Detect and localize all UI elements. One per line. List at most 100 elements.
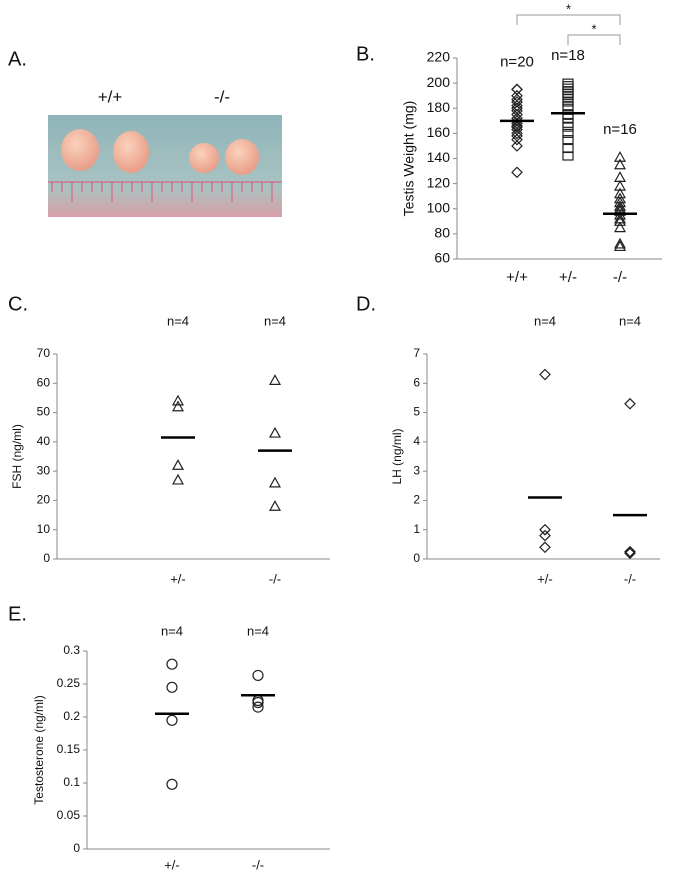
data-point: [252, 669, 264, 682]
data-point: [624, 397, 636, 410]
y-tick-label: 0: [413, 551, 420, 565]
data-point: [511, 108, 523, 121]
panel-label: D.: [356, 293, 376, 315]
data-point: [511, 121, 523, 133]
data-point: [613, 151, 627, 162]
y-tick-label: 0: [43, 551, 50, 565]
n-label: n=4: [247, 623, 269, 638]
x-tick-label: +/+: [506, 269, 528, 286]
x-tick-label: -/-: [269, 571, 281, 586]
y-tick-label: 7: [413, 346, 420, 360]
data-point: [171, 394, 185, 406]
panel-label: B.: [356, 43, 375, 65]
data-point: [511, 140, 523, 152]
y-tick-label: 20: [37, 493, 51, 507]
genotype-caption: +/+: [98, 87, 123, 106]
x-tick-label: -/-: [613, 269, 627, 286]
y-tick-label: 0.25: [57, 676, 81, 690]
data-point: [511, 133, 523, 146]
data-point: [624, 547, 636, 559]
y-tick-label: 0.2: [63, 709, 80, 723]
significance-label: *: [566, 1, 571, 16]
y-tick-label: 200: [427, 74, 451, 90]
y-tick-label: 160: [427, 124, 451, 140]
y-tick-label: 220: [427, 49, 451, 65]
panel-label: A.: [8, 48, 27, 70]
y-tick-label: 80: [434, 225, 450, 241]
n-label: n=4: [264, 313, 286, 328]
y-tick-label: 120: [427, 174, 451, 190]
y-axis-label: FSH (ng/ml): [10, 424, 24, 489]
data-point: [166, 681, 178, 693]
panel-label: C.: [8, 293, 28, 315]
data-point: [511, 83, 523, 96]
y-tick-label: 6: [413, 375, 420, 389]
x-tick-label: +/-: [170, 571, 186, 586]
y-axis-label: Testosterone (ng/ml): [32, 695, 46, 804]
n-label: n=4: [167, 313, 189, 328]
data-point: [613, 215, 627, 226]
data-point: [562, 128, 574, 138]
data-point: [562, 135, 574, 145]
n-label: n=18: [551, 47, 585, 64]
y-tick-label: 0: [73, 841, 80, 855]
data-point: [166, 714, 178, 726]
data-point: [511, 99, 523, 112]
y-tick-label: 10: [37, 522, 51, 536]
y-axis-label: Testis Weight (mg): [401, 101, 417, 217]
data-point: [613, 221, 627, 233]
y-tick-label: 1: [413, 522, 420, 536]
data-point: [562, 143, 574, 154]
data-point: [511, 112, 523, 125]
y-tick-label: 70: [37, 346, 51, 360]
y-tick-label: 0.1: [63, 775, 80, 789]
data-point: [613, 237, 627, 249]
data-point: [268, 500, 282, 511]
data-point: [562, 86, 574, 96]
data-point: [511, 96, 523, 108]
y-tick-label: 40: [37, 434, 51, 448]
testis-photo: [48, 115, 282, 217]
x-tick-label: +/-: [164, 857, 180, 872]
x-tick-label: +/-: [537, 571, 553, 586]
y-axis-label: LH (ng/ml): [390, 428, 404, 484]
data-point: [539, 523, 551, 536]
y-tick-label: 60: [37, 375, 51, 389]
y-tick-label: 5: [413, 405, 420, 419]
data-point: [613, 158, 627, 170]
y-tick-label: 0.15: [57, 742, 81, 756]
data-point: [171, 400, 185, 412]
y-tick-label: 50: [37, 405, 51, 419]
data-point: [511, 166, 523, 179]
data-point: [511, 114, 523, 127]
data-point: [562, 81, 574, 91]
data-point: [562, 78, 574, 88]
significance-bracket: [567, 34, 621, 45]
data-point: [624, 545, 636, 558]
data-point: [252, 696, 264, 709]
n-label: n=16: [603, 121, 637, 138]
y-tick-label: 60: [434, 250, 450, 266]
panel-label: E.: [8, 603, 27, 625]
data-point: [562, 88, 574, 98]
y-tick-label: 2: [413, 493, 420, 507]
y-tick-label: 140: [427, 149, 451, 165]
y-tick-label: 180: [427, 99, 451, 115]
data-point: [511, 93, 523, 106]
y-tick-label: 0.3: [63, 643, 80, 657]
x-tick-label: +/-: [559, 269, 577, 286]
data-point: [539, 529, 551, 542]
y-tick-label: 30: [37, 463, 51, 477]
data-point: [166, 658, 178, 670]
y-tick-label: 4: [413, 434, 420, 448]
data-point: [268, 426, 282, 438]
n-label: n=20: [500, 53, 534, 70]
significance-label: *: [591, 21, 596, 36]
x-tick-label: -/-: [252, 857, 264, 872]
y-tick-label: 0.05: [57, 808, 81, 822]
data-point: [511, 127, 523, 140]
data-point: [539, 368, 551, 381]
x-tick-label: -/-: [624, 571, 636, 586]
data-point: [511, 83, 523, 96]
